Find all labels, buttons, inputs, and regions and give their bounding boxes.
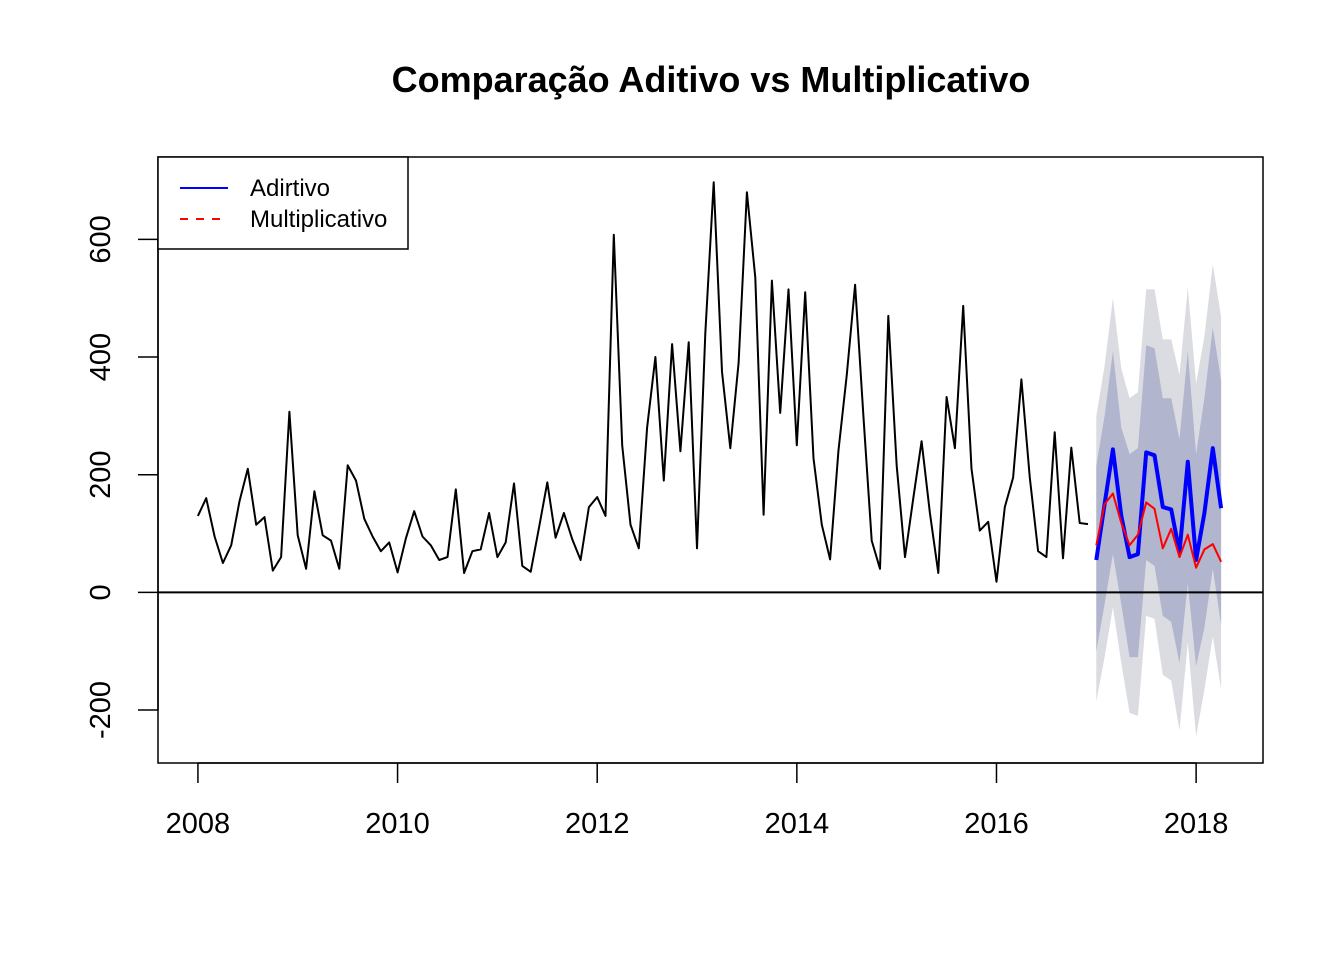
x-tick-label: 2016 — [964, 808, 1029, 840]
legend-label-additive: Adirtivo — [250, 175, 330, 202]
x-tick-label: 2008 — [166, 808, 231, 840]
y-tick-label: -200 — [85, 681, 117, 739]
chart-title: Comparação Aditivo vs Multiplicativo — [392, 59, 1031, 100]
additive-forecast-line — [1094, 446, 1224, 562]
y-tick-label: 600 — [85, 215, 117, 263]
y-tick-label: 0 — [85, 584, 117, 600]
legend: Adirtivo Multiplicativo — [157, 156, 409, 250]
x-tick-label: 2010 — [365, 808, 430, 840]
x-axis: 2008 2010 2012 2014 2016 2018 — [166, 762, 1229, 840]
multiplicative-forecast-line — [1095, 492, 1223, 569]
y-tick-label: 200 — [85, 451, 117, 499]
interval-80-band — [1096, 327, 1222, 666]
prediction-intervals — [1096, 264, 1222, 737]
legend-label-multiplicative: Multiplicativo — [250, 206, 387, 233]
x-tick-label: 2012 — [565, 808, 630, 840]
observed-series-line — [196, 181, 1089, 583]
x-tick-label: 2018 — [1164, 808, 1229, 840]
series-lines — [196, 181, 1224, 583]
y-tick-label: 400 — [85, 333, 117, 381]
x-tick-label: 2014 — [765, 808, 830, 840]
y-axis: -200 0 200 400 600 — [85, 215, 159, 739]
legend-box — [157, 156, 409, 250]
